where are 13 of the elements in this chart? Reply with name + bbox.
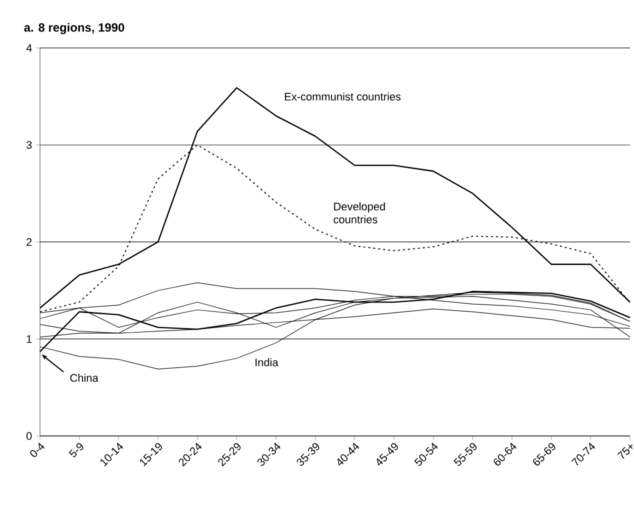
text: China [70,374,98,382]
series-label: India [256,358,278,366]
y-tick-label: 1 [26,335,32,343]
x-tick-label: 75+ [617,444,633,459]
y-tick-label: 3 [26,141,32,149]
x-tick-label: 0-4 [30,442,44,457]
series-label: Developed countries [334,202,385,224]
y-tick-label: 0 [26,432,32,440]
y-tick-label: 4 [26,44,32,52]
chart-title: a. 8 regions, 1990 [24,22,124,34]
x-tick-label: 5-9 [68,443,84,458]
y-tick-label: 2 [26,238,32,246]
series-label: Ex-communist countries [284,92,401,101]
